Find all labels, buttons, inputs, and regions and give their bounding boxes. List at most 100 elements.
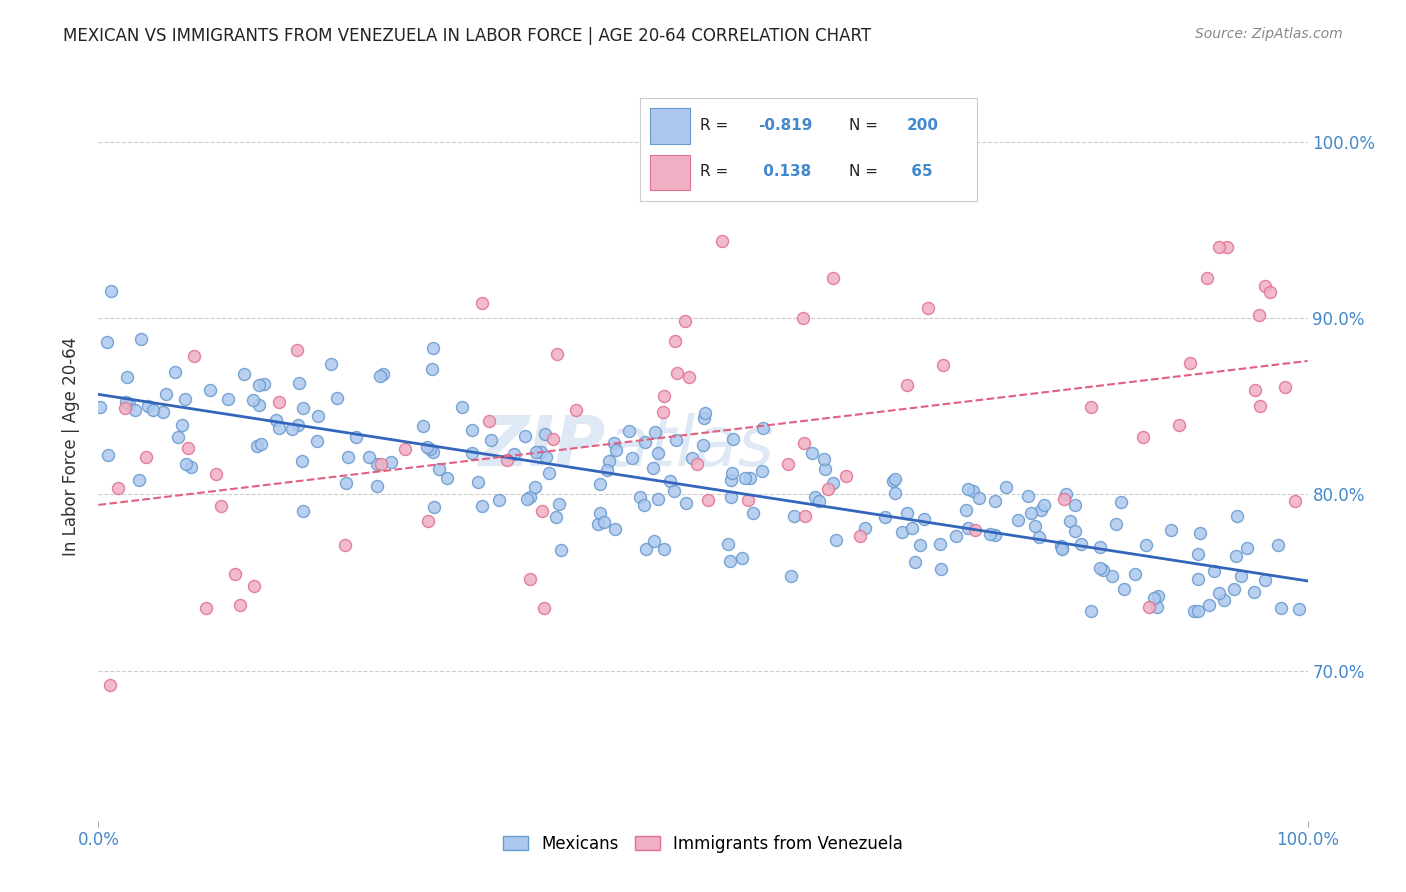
Point: [422, 445, 444, 459]
Point: [1007, 513, 1029, 527]
Point: [287, 376, 309, 390]
Point: [1223, 582, 1246, 596]
Point: [1184, 604, 1206, 618]
Text: Source: ZipAtlas.com: Source: ZipAtlas.com: [1195, 27, 1343, 41]
Point: [1197, 270, 1219, 285]
Point: [224, 566, 246, 581]
Point: [603, 436, 626, 450]
Point: [450, 400, 472, 414]
Point: [983, 494, 1005, 508]
Point: [835, 469, 858, 483]
Point: [681, 450, 703, 465]
Point: [1208, 240, 1230, 254]
Point: [565, 403, 588, 417]
Point: [884, 472, 907, 486]
Point: [1101, 569, 1123, 583]
Point: [896, 506, 918, 520]
Text: -0.819: -0.819: [758, 119, 813, 133]
Point: [1243, 383, 1265, 397]
Point: [198, 383, 221, 397]
Point: [651, 405, 673, 419]
Point: [731, 551, 754, 566]
Point: [1033, 498, 1056, 512]
Point: [1254, 573, 1277, 587]
Point: [1050, 542, 1073, 557]
Point: [929, 562, 952, 576]
Text: R =: R =: [700, 119, 734, 133]
Point: [546, 347, 568, 361]
Point: [641, 460, 664, 475]
Point: [152, 405, 174, 419]
Point: [427, 462, 450, 476]
Text: atlas: atlas: [606, 412, 775, 480]
Point: [128, 473, 150, 487]
Point: [665, 434, 688, 448]
Point: [249, 398, 271, 412]
Point: [114, 401, 136, 415]
Point: [172, 418, 194, 433]
Point: [1236, 541, 1258, 555]
Point: [605, 442, 627, 457]
Point: [194, 601, 217, 615]
Point: [371, 367, 394, 381]
Point: [1288, 601, 1310, 615]
Point: [718, 554, 741, 568]
Point: [647, 491, 669, 506]
Point: [368, 369, 391, 384]
Point: [738, 471, 761, 485]
Point: [502, 447, 524, 461]
Point: [1267, 538, 1289, 552]
Point: [253, 377, 276, 392]
Point: [479, 433, 502, 447]
Point: [742, 506, 765, 520]
Point: [537, 466, 560, 480]
Point: [98, 678, 121, 692]
Point: [929, 537, 952, 551]
Point: [243, 579, 266, 593]
Point: [633, 498, 655, 512]
Point: [647, 446, 669, 460]
Point: [804, 490, 827, 504]
Point: [821, 271, 844, 285]
Point: [1123, 566, 1146, 581]
Point: [1053, 491, 1076, 506]
Point: [1230, 569, 1253, 583]
Point: [335, 476, 357, 491]
Point: [165, 365, 187, 379]
Point: [436, 471, 458, 485]
Point: [229, 598, 252, 612]
Point: [891, 525, 914, 540]
Point: [666, 366, 689, 380]
Text: ZIP: ZIP: [479, 412, 606, 480]
Point: [1105, 516, 1128, 531]
Point: [1160, 523, 1182, 537]
Point: [370, 458, 392, 472]
Point: [115, 395, 138, 409]
Point: [779, 569, 801, 583]
Bar: [650, 154, 690, 190]
Text: N =: N =: [849, 119, 883, 133]
Point: [955, 503, 977, 517]
Point: [1213, 593, 1236, 607]
Point: [135, 450, 157, 465]
Point: [1187, 572, 1209, 586]
Point: [917, 301, 939, 315]
Point: [266, 413, 288, 427]
Point: [177, 441, 200, 455]
Point: [697, 492, 720, 507]
Point: [817, 482, 839, 496]
Bar: [650, 108, 690, 145]
Point: [782, 508, 804, 523]
Point: [693, 410, 716, 425]
Point: [96, 335, 118, 350]
Point: [776, 457, 799, 471]
Point: [233, 367, 256, 381]
Point: [89, 400, 111, 414]
Point: [686, 457, 709, 471]
Point: [720, 490, 742, 504]
Point: [173, 392, 195, 407]
Point: [307, 409, 329, 424]
Point: [658, 474, 681, 488]
Point: [285, 343, 308, 357]
Point: [962, 484, 984, 499]
